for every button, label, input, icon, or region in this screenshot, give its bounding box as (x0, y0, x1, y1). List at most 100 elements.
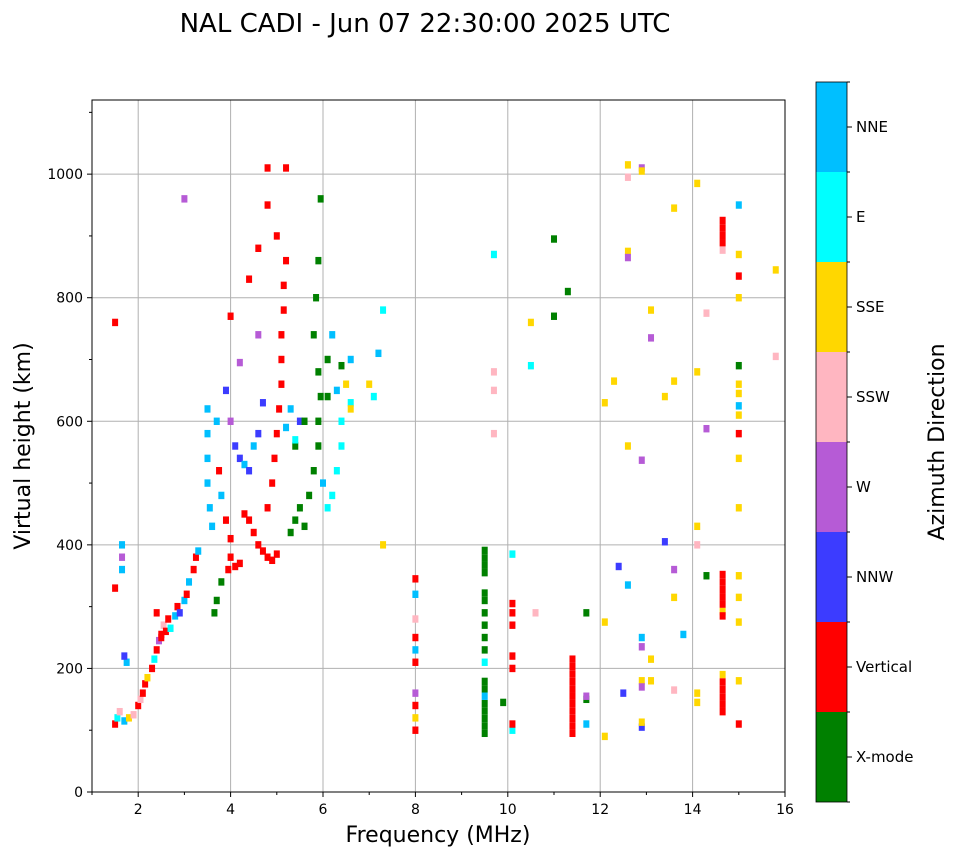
echo-point-x-mode (213, 596, 220, 605)
echo-point-vertical (142, 680, 149, 688)
colorbar-segment-e (816, 172, 847, 262)
echo-point-nnw (661, 538, 668, 546)
echo-point-vertical (269, 556, 276, 565)
echo-point-sse (527, 318, 534, 327)
echo-point-nne (412, 590, 419, 598)
echo-point-sse (694, 522, 701, 531)
y-tick-label: 200 (56, 661, 83, 677)
echo-point-vertical (232, 562, 239, 571)
echo-point-nnw (236, 454, 243, 463)
echo-point-vertical (162, 627, 169, 636)
echo-point-x-mode (338, 361, 345, 370)
echo-point-x-mode (481, 609, 488, 617)
echo-point-vertical (278, 331, 285, 339)
echo-point-nne (195, 547, 202, 555)
echo-point-vertical (719, 570, 726, 579)
echo-point-nne (481, 692, 488, 700)
echo-point-vertical (719, 239, 726, 247)
axis-ticks: 2 4 6 8 10 12 14 16 0 200 400 600 800 1000 (47, 111, 794, 818)
echo-point-w (412, 689, 419, 697)
echo-point-nnw (232, 442, 239, 450)
echo-point-sse (671, 377, 678, 385)
echo-point-sse (735, 411, 742, 419)
echo-point-sse (694, 368, 701, 376)
echo-point-vertical (183, 590, 190, 598)
echo-point-vertical (719, 578, 726, 586)
echo-point-ssw (532, 609, 539, 617)
colorbar-segment-nnw (816, 532, 847, 622)
echo-point-nne (583, 720, 590, 728)
echo-point-x-mode (310, 331, 317, 339)
x-tick-label: 12 (591, 802, 609, 818)
echo-point-ssw (490, 386, 497, 395)
echo-point-x-mode (296, 504, 303, 512)
echo-point-sse (648, 306, 655, 314)
echo-point-nne (283, 423, 290, 432)
y-axis-label: Virtual height (km) (11, 342, 36, 549)
echo-point-vertical (165, 615, 172, 623)
echo-point-sse (671, 204, 678, 212)
colorbar-tick-label: NNW (856, 568, 893, 586)
echo-point-vertical (227, 312, 234, 320)
echo-point-w (703, 424, 710, 433)
echo-point-w (119, 553, 126, 561)
echo-point-vertical (264, 553, 271, 561)
echo-point-vertical (569, 707, 576, 715)
echo-point-sse (380, 541, 387, 549)
echo-point-x-mode (481, 596, 488, 605)
echo-point-vertical (719, 693, 726, 701)
echo-point-nne (287, 405, 294, 413)
echo-point-x-mode (313, 294, 320, 302)
echo-point-nne (204, 454, 211, 463)
echo-point-vertical (509, 720, 516, 728)
echo-point-x-mode (218, 578, 225, 586)
echo-point-vertical (569, 699, 576, 708)
echo-point-vertical (569, 692, 576, 700)
echo-point-sse (347, 405, 354, 413)
echo-point-x-mode (481, 699, 488, 708)
colorbar-segment-sse (816, 262, 847, 352)
echo-point-nne (735, 402, 742, 410)
x-tick-label: 16 (776, 802, 794, 818)
echo-point-vertical (509, 599, 516, 608)
y-tick-label: 400 (56, 538, 83, 554)
echo-point-x-mode (324, 355, 331, 364)
echo-point-nne (206, 504, 213, 512)
echo-point-x-mode (317, 392, 324, 401)
echo-point-vertical (273, 232, 280, 240)
echo-point-sse (624, 247, 631, 256)
echo-point-sse (735, 294, 742, 302)
echo-point-nnw (246, 467, 253, 475)
y-tick-label: 1000 (47, 167, 83, 183)
echo-point-vertical (569, 677, 576, 686)
echo-point-nne (186, 578, 193, 586)
echo-point-sse (125, 714, 132, 722)
echo-point-vertical (241, 510, 248, 518)
colorbar-tick-label: SSE (856, 298, 885, 316)
echo-point-nnw (255, 429, 262, 438)
colorbar-segment-ssw (816, 352, 847, 442)
echo-point-ssw (412, 615, 419, 623)
echo-point-vertical (280, 306, 287, 314)
echo-point-vertical (259, 547, 266, 555)
echo-point-sse (343, 380, 350, 388)
echo-point-x-mode (301, 522, 308, 531)
echo-point-vertical (222, 516, 229, 524)
echo-point-sse (735, 677, 742, 685)
echo-point-nne (624, 581, 631, 589)
echo-point-ssw (671, 686, 678, 694)
echo-point-x-mode (481, 685, 488, 693)
echo-point-ssw (624, 173, 631, 181)
echo-point-e (338, 417, 345, 425)
x-tick-label: 10 (499, 802, 517, 818)
echo-point-ssw (719, 246, 726, 254)
y-tick-label: 800 (56, 291, 83, 307)
echo-point-nne (375, 349, 382, 358)
echo-point-e (509, 550, 516, 558)
echo-point-sse (601, 732, 608, 741)
echo-point-vertical (246, 516, 253, 524)
echo-point-e (490, 250, 497, 259)
echo-point-vertical (412, 726, 419, 734)
echo-point-nne (209, 522, 216, 531)
echo-point-sse (735, 572, 742, 580)
